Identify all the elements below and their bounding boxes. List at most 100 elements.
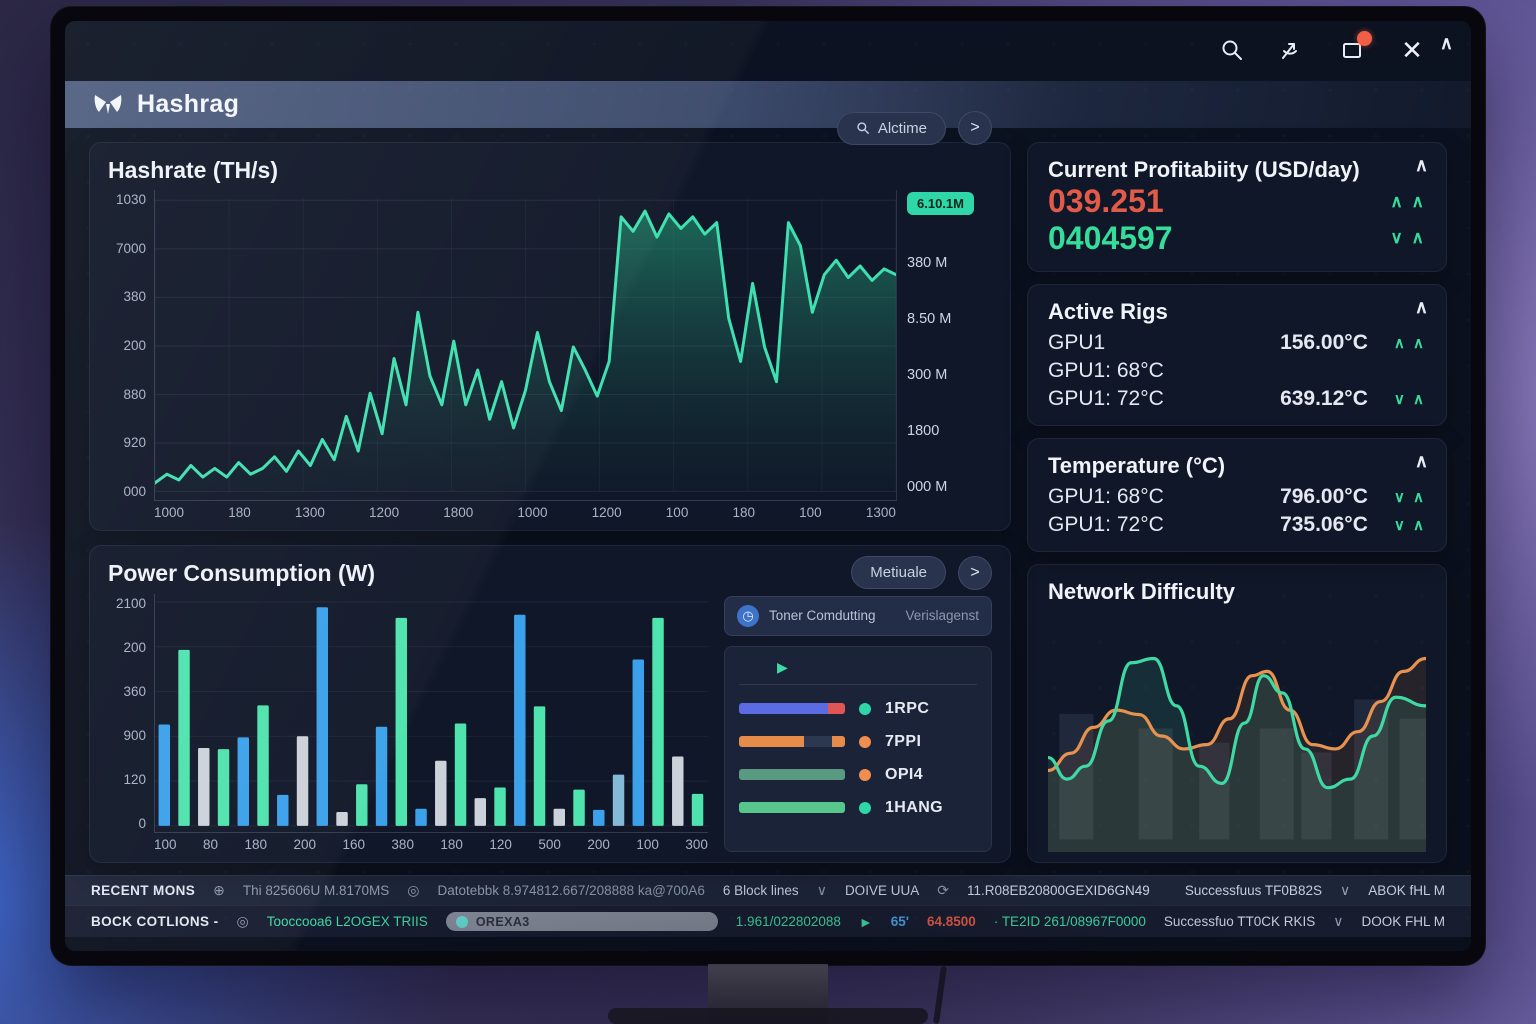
legend-color-bar <box>739 769 845 781</box>
hashrate-x-tick: 100 <box>665 504 689 520</box>
power-bar[interactable] <box>336 811 348 826</box>
network-difficulty-chart[interactable] <box>1048 611 1426 852</box>
power-y-axis: 2100 200 360 900 120 0 <box>108 594 154 833</box>
power-bar[interactable] <box>454 723 467 826</box>
power-bar[interactable] <box>593 809 605 826</box>
power-bar[interactable] <box>296 736 309 826</box>
chevron-up-icon[interactable]: ∧ <box>1414 296 1428 317</box>
hashrate-next-button[interactable]: > <box>958 111 992 145</box>
power-bar[interactable] <box>217 748 230 826</box>
power-bar[interactable] <box>257 705 269 826</box>
status-text: Successfuo TT0CK RKIS <box>1163 914 1316 929</box>
temperature-rows: GPU1: 68°C 796.00°C ∨ ∧ GPU1: 72°C 735.06°C ∨… <box>1048 485 1426 537</box>
globe-icon[interactable]: ⊕ <box>213 882 225 898</box>
status-text: 65' <box>890 914 909 929</box>
power-bar[interactable] <box>356 784 368 826</box>
status-text: ABOK fHL M <box>1368 883 1445 898</box>
profitability-panel: Current Profitabiity (USD/day) ∧ 039.251… <box>1027 142 1447 272</box>
chevron-down-icon[interactable]: ∨ <box>1339 882 1351 898</box>
power-bar[interactable] <box>474 797 487 826</box>
power-bar[interactable] <box>316 607 329 826</box>
power-bar[interactable] <box>178 649 190 826</box>
legend-header[interactable]: ◷ Toner Comdutting Verislagenst <box>724 595 992 636</box>
status-text: · TE2ID 261/08967F0000 <box>993 914 1146 929</box>
stat-value: 796.00°C <box>1280 484 1368 508</box>
status-text: Successfuus TF0B82S <box>1184 883 1322 898</box>
progress-pill[interactable]: OREXA3 <box>445 912 718 931</box>
power-bar[interactable] <box>375 726 388 826</box>
power-bar[interactable] <box>632 659 645 826</box>
chevron-up-icon[interactable]: ∧ <box>1414 155 1428 175</box>
power-bar[interactable] <box>198 747 210 826</box>
power-bar[interactable] <box>691 793 704 826</box>
target-icon[interactable]: ◎ <box>236 913 249 929</box>
chevron-up-icon[interactable]: ∧ <box>1439 33 1453 53</box>
hashrate-controls: Alctime > <box>836 111 992 145</box>
hashrate-y-tick: 000 <box>123 483 146 499</box>
status-text: 6 Block lines <box>722 883 799 898</box>
power-chart[interactable] <box>154 593 708 833</box>
status-text: DOOK FHL M <box>1361 914 1445 929</box>
power-bar[interactable] <box>672 756 684 826</box>
power-bar[interactable] <box>395 617 408 826</box>
hashrate-y-tick: 880 <box>123 386 146 402</box>
hashrate-chart[interactable] <box>154 190 896 501</box>
power-next-button[interactable]: > <box>958 555 992 590</box>
stat-row: GPU1: 72°C 735.06°C ∨ ∧ <box>1048 513 1426 537</box>
profitability-value-secondary: 0404597 ∨ ∧ <box>1048 220 1426 257</box>
power-y-tick: 0 <box>138 815 146 831</box>
legend-label: 1HANG <box>885 798 944 816</box>
power-bar[interactable] <box>415 808 427 826</box>
power-bar[interactable] <box>237 737 250 826</box>
stat-row: GPU1: 72°C 639.12°C ∨ ∧ <box>1048 387 1426 411</box>
power-bar[interactable] <box>533 706 546 826</box>
power-bar[interactable] <box>652 617 664 826</box>
power-bar[interactable] <box>573 789 585 826</box>
power-bar[interactable] <box>435 760 447 826</box>
power-mode-label: Metiuale <box>870 564 927 582</box>
chevron-down-icon[interactable]: ∨ <box>1333 913 1344 929</box>
notifications-icon[interactable] <box>1339 31 1372 63</box>
refresh-icon[interactable]: ⟳ <box>937 882 949 898</box>
close-icon[interactable]: ✕ <box>1401 35 1423 65</box>
play-icon[interactable]: ▶ <box>739 657 977 685</box>
status-text: 11.R08EB20800GEXID6GN49 <box>966 883 1150 898</box>
chevron-down-icon[interactable]: ∨ <box>816 882 827 898</box>
legend-item[interactable]: OPI4 <box>739 766 977 784</box>
target-icon[interactable]: ◎ <box>407 882 420 898</box>
stat-row: GPU1: 68°C 796.00°C ∨ ∧ <box>1048 485 1426 509</box>
legend-color-bar <box>739 703 845 715</box>
power-x-tick: 380 <box>391 837 414 852</box>
hashrate-search-button[interactable]: Alctime <box>836 111 946 145</box>
legend-bar-segment <box>739 802 845 814</box>
power-mode-button[interactable]: Metiuale <box>851 556 946 590</box>
legend-item[interactable]: 7PPI <box>739 733 977 751</box>
hashrate-side-label: 000 M <box>907 478 948 495</box>
power-bar[interactable] <box>277 794 289 826</box>
power-bar[interactable] <box>158 724 171 826</box>
power-bar[interactable] <box>494 787 506 826</box>
legend-bar-segment <box>827 703 845 715</box>
hashrate-x-tick: 1800 <box>443 504 474 520</box>
value-text: 0404597 <box>1048 219 1173 256</box>
chevron-up-icon[interactable]: ∧ <box>1414 450 1428 471</box>
hashrate-x-axis: 1000 180 1300 1200 1800 1000 1200 100 180 100 1300 <box>154 505 896 520</box>
legend-color-bar <box>739 736 845 748</box>
hashrate-y-tick: 1030 <box>115 192 146 207</box>
power-y-tick: 120 <box>123 771 146 787</box>
hashrate-y-axis: 1030 7000 380 200 880 920 000 <box>108 190 154 501</box>
share-icon[interactable] <box>1279 37 1305 63</box>
stats-column: Current Profitabiity (USD/day) ∧ 039.251… <box>1027 33 1453 863</box>
legend-item[interactable]: 1HANG <box>739 799 977 817</box>
power-x-tick: 180 <box>440 837 463 852</box>
status-text: 64.8500 <box>927 914 976 929</box>
power-y-tick: 360 <box>123 683 146 699</box>
play-icon[interactable]: ► <box>858 913 873 930</box>
power-bar[interactable] <box>612 774 625 826</box>
power-bar[interactable] <box>514 614 526 826</box>
power-bar[interactable] <box>553 808 566 826</box>
trend-arrows: ∨ ∧ <box>1390 228 1426 248</box>
search-icon[interactable] <box>1219 37 1245 63</box>
legend-item[interactable]: 1RPC <box>739 700 977 718</box>
